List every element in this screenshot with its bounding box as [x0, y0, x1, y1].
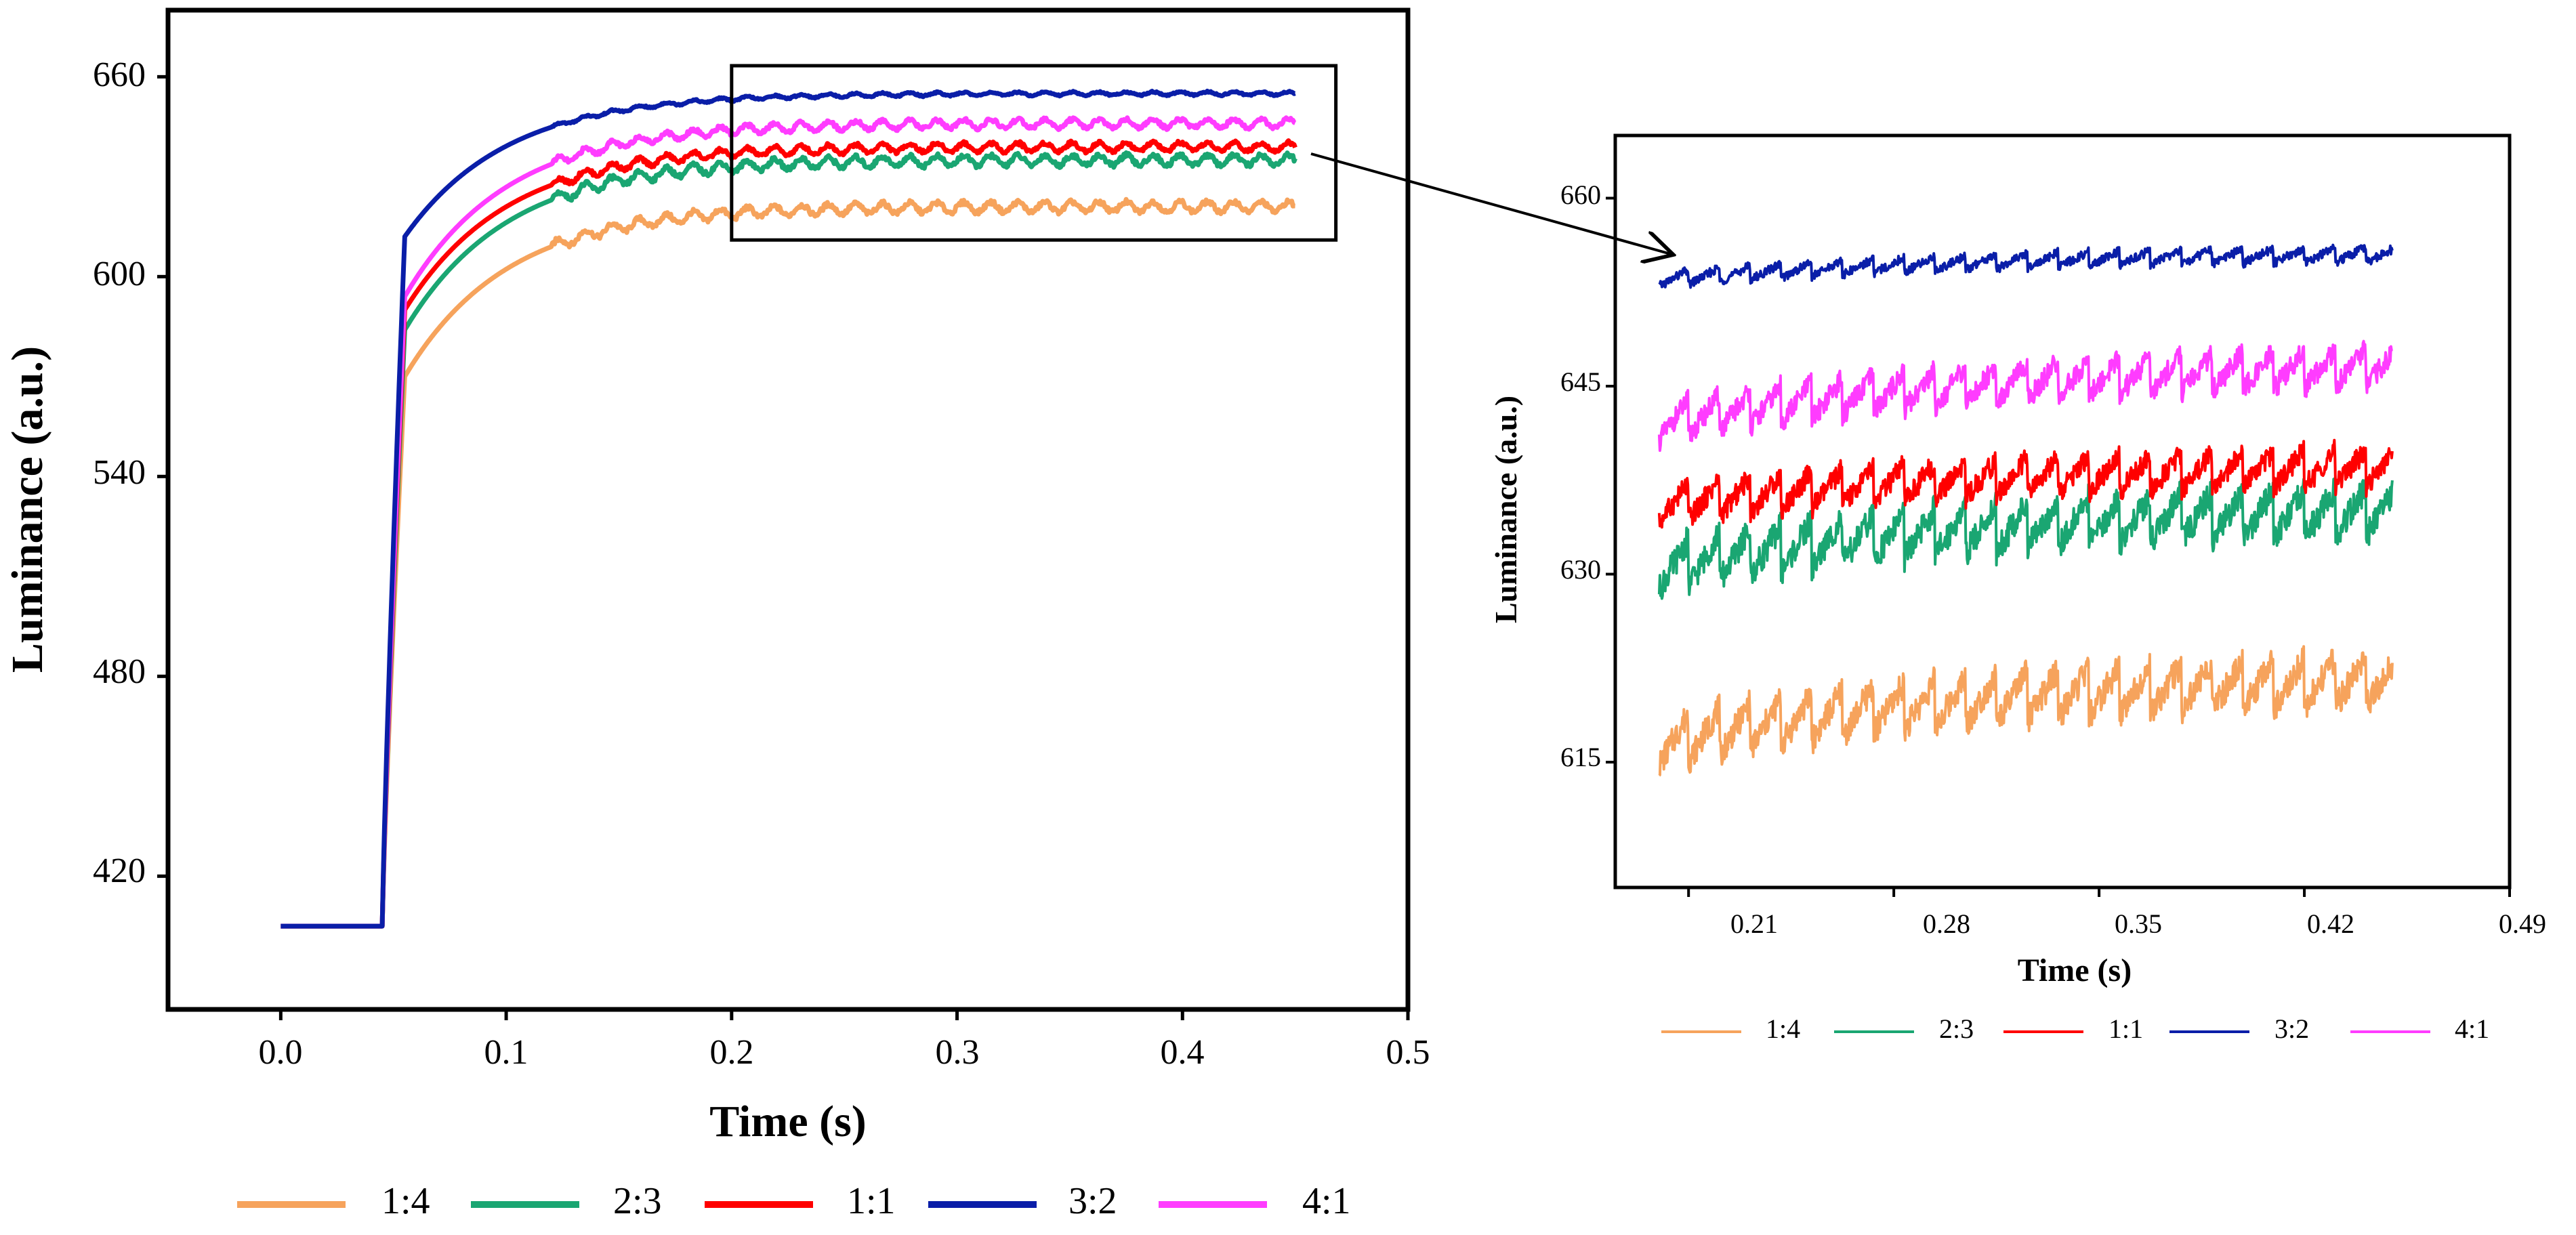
- zoom-x-tick-label: 0.49: [2499, 908, 2546, 939]
- zoom-series-line-3-2: [1658, 243, 2394, 289]
- zoom-x-tick-label: 0.42: [2307, 908, 2354, 939]
- main-x-axis-title: Time (s): [709, 1097, 867, 1146]
- zoom-series-line-1-1: [1657, 438, 2394, 529]
- main-x-tick-label: 0.3: [936, 1033, 980, 1072]
- zoom-plot-frame: [1613, 133, 2512, 889]
- legend-label-zoom: 3:2: [2274, 1013, 2309, 1044]
- main-y-tick-label: 420: [93, 852, 146, 890]
- main-series-group: [279, 88, 1297, 929]
- main-y-tick-label: 660: [93, 56, 146, 94]
- arrow-line: [1310, 152, 1671, 254]
- legend-label-zoom: 2:3: [1939, 1013, 1974, 1044]
- legend-label-main: 4:1: [1302, 1180, 1351, 1222]
- zoom-x-tick-label: 0.21: [1730, 908, 1778, 939]
- legend-label-main: 1:4: [381, 1180, 430, 1222]
- main-series-line-3-2: [279, 88, 1297, 929]
- legend-label-zoom: 4:1: [2455, 1013, 2489, 1044]
- main-y-tick-label: 600: [93, 255, 146, 293]
- main-x-tick-label: 0.5: [1386, 1033, 1430, 1072]
- main-tick-marks: [157, 75, 1410, 1020]
- zoom-region-box: [730, 64, 1338, 242]
- zoom-y-tick-label: 615: [1560, 742, 1601, 772]
- main-y-tick-label: 540: [93, 453, 146, 492]
- zoom-x-axis-title: Time (s): [2018, 953, 2132, 988]
- zoom-x-tick-label: 0.28: [1923, 908, 1970, 939]
- main-x-tick-label: 0.1: [484, 1033, 528, 1072]
- legend-label-zoom: 1:4: [1766, 1013, 1800, 1044]
- zoom-series-line-4-1: [1657, 339, 2393, 453]
- main-plot-frame: [165, 7, 1411, 1012]
- main-chart: 420 480 540 600 660 0.0 0.1 0.2 0.3 0.4 …: [3, 7, 1430, 1146]
- zoom-legend: 1:4 2:3 1:1 3:2 4:1: [1661, 1013, 2489, 1044]
- main-series-line-4-1: [279, 115, 1297, 929]
- main-x-tick-label: 0.4: [1161, 1033, 1205, 1072]
- main-series-line-2-3: [279, 150, 1297, 929]
- zoom-y-tick-label: 630: [1560, 554, 1601, 585]
- zoom-x-tick-label: 0.35: [2115, 908, 2162, 939]
- zoom-chart: 615 630 645 660 0.21 0.28 0.35 0.42 0.49…: [1489, 133, 2546, 988]
- legend-label-zoom: 1:1: [2108, 1013, 2143, 1044]
- zoom-tick-marks: [1606, 196, 2511, 897]
- zoom-series-group: [1657, 243, 2394, 777]
- legend-label-main: 2:3: [613, 1180, 662, 1222]
- zoom-arrow: [1310, 152, 1671, 254]
- main-x-tick-label: 0.2: [710, 1033, 754, 1072]
- main-y-tick-label: 480: [93, 652, 146, 691]
- zoom-y-axis-title: Luminance (a.u.): [1489, 396, 1523, 623]
- legend-label-main: 1:1: [847, 1180, 896, 1222]
- main-series-line-1-1: [279, 138, 1297, 929]
- zoom-series-line-2-3: [1657, 476, 2394, 600]
- legend-label-main: 3:2: [1068, 1180, 1117, 1222]
- main-series-line-1-4: [279, 196, 1297, 929]
- zoom-y-tick-label: 660: [1560, 180, 1601, 210]
- main-legend: 1:4 2:3 1:1 3:2 4:1: [237, 1180, 1351, 1222]
- main-x-tick-label: 0.0: [259, 1033, 303, 1072]
- main-y-axis-title: Luminance (a.u.): [3, 346, 52, 673]
- zoom-y-tick-label: 645: [1560, 367, 1601, 397]
- zoom-series-line-1-4: [1658, 645, 2394, 777]
